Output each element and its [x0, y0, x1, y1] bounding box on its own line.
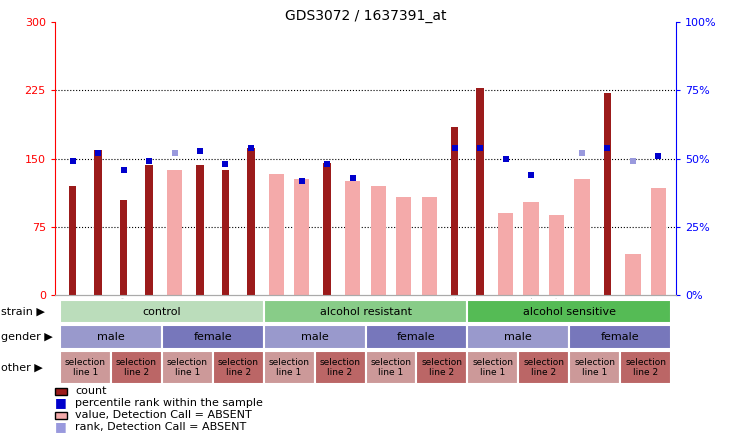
Bar: [549, 215, 564, 295]
Bar: [120, 200, 127, 295]
Bar: [167, 170, 182, 295]
Bar: [498, 214, 513, 295]
Bar: [69, 186, 77, 295]
Text: selection
line 1: selection line 1: [371, 358, 412, 377]
Text: male: male: [97, 332, 125, 342]
Text: female: female: [194, 332, 232, 342]
Text: alcohol resistant: alcohol resistant: [319, 307, 412, 317]
Text: male: male: [504, 332, 532, 342]
Text: ■: ■: [55, 396, 67, 409]
Bar: [604, 93, 611, 295]
Text: selection
line 1: selection line 1: [65, 358, 106, 377]
Text: GDS3072 / 1637391_at: GDS3072 / 1637391_at: [285, 9, 446, 23]
Text: other ▶: other ▶: [1, 362, 43, 373]
Text: selection
line 1: selection line 1: [268, 358, 310, 377]
Text: selection
line 2: selection line 2: [523, 358, 564, 377]
Bar: [196, 165, 204, 295]
Bar: [247, 148, 254, 295]
Text: selection
line 1: selection line 1: [472, 358, 513, 377]
Bar: [269, 174, 284, 295]
Bar: [345, 182, 360, 295]
Bar: [422, 197, 437, 295]
Bar: [145, 165, 153, 295]
Text: female: female: [601, 332, 640, 342]
Bar: [451, 127, 458, 295]
Bar: [575, 179, 590, 295]
Bar: [396, 197, 412, 295]
Text: percentile rank within the sample: percentile rank within the sample: [75, 398, 263, 408]
Bar: [294, 179, 309, 295]
Bar: [371, 186, 386, 295]
Text: control: control: [143, 307, 181, 317]
Text: count: count: [75, 386, 107, 396]
Text: selection
line 1: selection line 1: [167, 358, 208, 377]
Text: selection
line 2: selection line 2: [319, 358, 360, 377]
Bar: [221, 170, 230, 295]
Text: male: male: [300, 332, 328, 342]
Text: rank, Detection Call = ABSENT: rank, Detection Call = ABSENT: [75, 422, 246, 432]
Text: selection
line 2: selection line 2: [115, 358, 157, 377]
Text: ■: ■: [55, 420, 67, 433]
Text: selection
line 2: selection line 2: [625, 358, 666, 377]
Text: selection
line 1: selection line 1: [574, 358, 616, 377]
Bar: [94, 150, 102, 295]
Text: alcohol sensitive: alcohol sensitive: [523, 307, 616, 317]
Bar: [651, 188, 666, 295]
Text: gender ▶: gender ▶: [1, 332, 53, 342]
Text: selection
line 2: selection line 2: [218, 358, 259, 377]
Text: strain ▶: strain ▶: [1, 307, 45, 317]
Bar: [324, 163, 331, 295]
Text: selection
line 2: selection line 2: [421, 358, 463, 377]
Bar: [625, 254, 640, 295]
Bar: [523, 202, 539, 295]
Text: value, Detection Call = ABSENT: value, Detection Call = ABSENT: [75, 410, 252, 420]
Bar: [477, 88, 484, 295]
Text: female: female: [397, 332, 436, 342]
